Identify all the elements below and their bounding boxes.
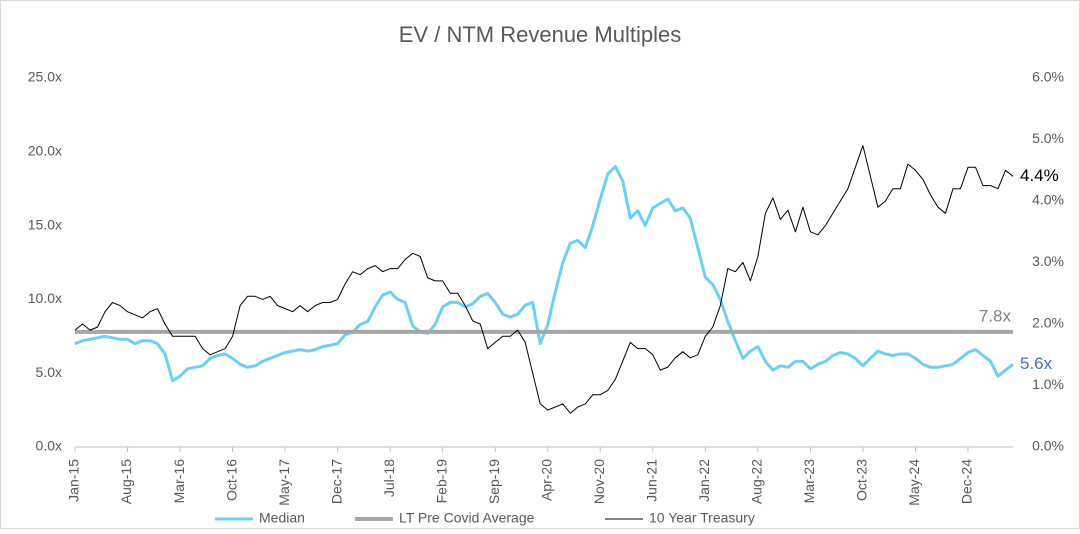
x-tick-label: Jun-21 [644, 459, 660, 502]
x-tick-label: Dec-17 [328, 459, 344, 504]
x-tick-label: Jan-15 [66, 459, 82, 502]
x-tick-label: Oct-16 [223, 459, 239, 501]
x-tick-label: Oct-23 [854, 459, 870, 501]
x-tick-label: Dec-24 [959, 459, 975, 504]
x-tick-label: Apr-20 [538, 459, 554, 501]
end-label: 5.6x [1020, 354, 1053, 373]
y2-tick-label: 0.0% [1032, 438, 1064, 454]
y2-tick-label: 2.0% [1032, 315, 1064, 331]
x-tick-label: Mar-23 [801, 459, 817, 504]
x-tick-label: Jan-22 [696, 459, 712, 502]
y-tick-label: 25.0x [28, 69, 62, 85]
average-label: 7.8x [979, 306, 1012, 325]
x-tick-label: Sep-19 [486, 459, 502, 504]
x-tick-label: Aug-15 [118, 459, 134, 504]
legend-label: LT Pre Covid Average [399, 510, 535, 526]
x-tick-label: Feb-19 [433, 459, 449, 504]
end-label: 4.4% [1020, 166, 1059, 185]
x-tick-label: May-17 [276, 459, 292, 506]
chart-title: EV / NTM Revenue Multiples [399, 22, 681, 47]
y2-tick-label: 1.0% [1032, 376, 1064, 392]
legend-label: 10 Year Treasury [649, 510, 755, 526]
y2-tick-label: 4.0% [1032, 192, 1064, 208]
y-tick-label: 15.0x [28, 216, 62, 232]
y-tick-label: 10.0x [28, 290, 62, 306]
legend-label: Median [259, 510, 305, 526]
series-line [74, 145, 1014, 414]
series-line [74, 165, 1014, 383]
x-tick-label: Aug-22 [749, 459, 765, 504]
y-tick-label: 20.0x [28, 143, 62, 159]
y2-tick-label: 3.0% [1032, 253, 1064, 269]
y2-tick-label: 5.0% [1032, 130, 1064, 146]
x-tick-label: May-24 [906, 459, 922, 506]
y-tick-label: 5.0x [36, 364, 62, 380]
y2-tick-label: 6.0% [1032, 69, 1064, 85]
x-tick-label: Jul-18 [381, 459, 397, 497]
x-tick-label: Mar-16 [171, 459, 187, 504]
x-tick-label: Nov-20 [591, 459, 607, 504]
y-tick-label: 0.0x [36, 438, 62, 454]
